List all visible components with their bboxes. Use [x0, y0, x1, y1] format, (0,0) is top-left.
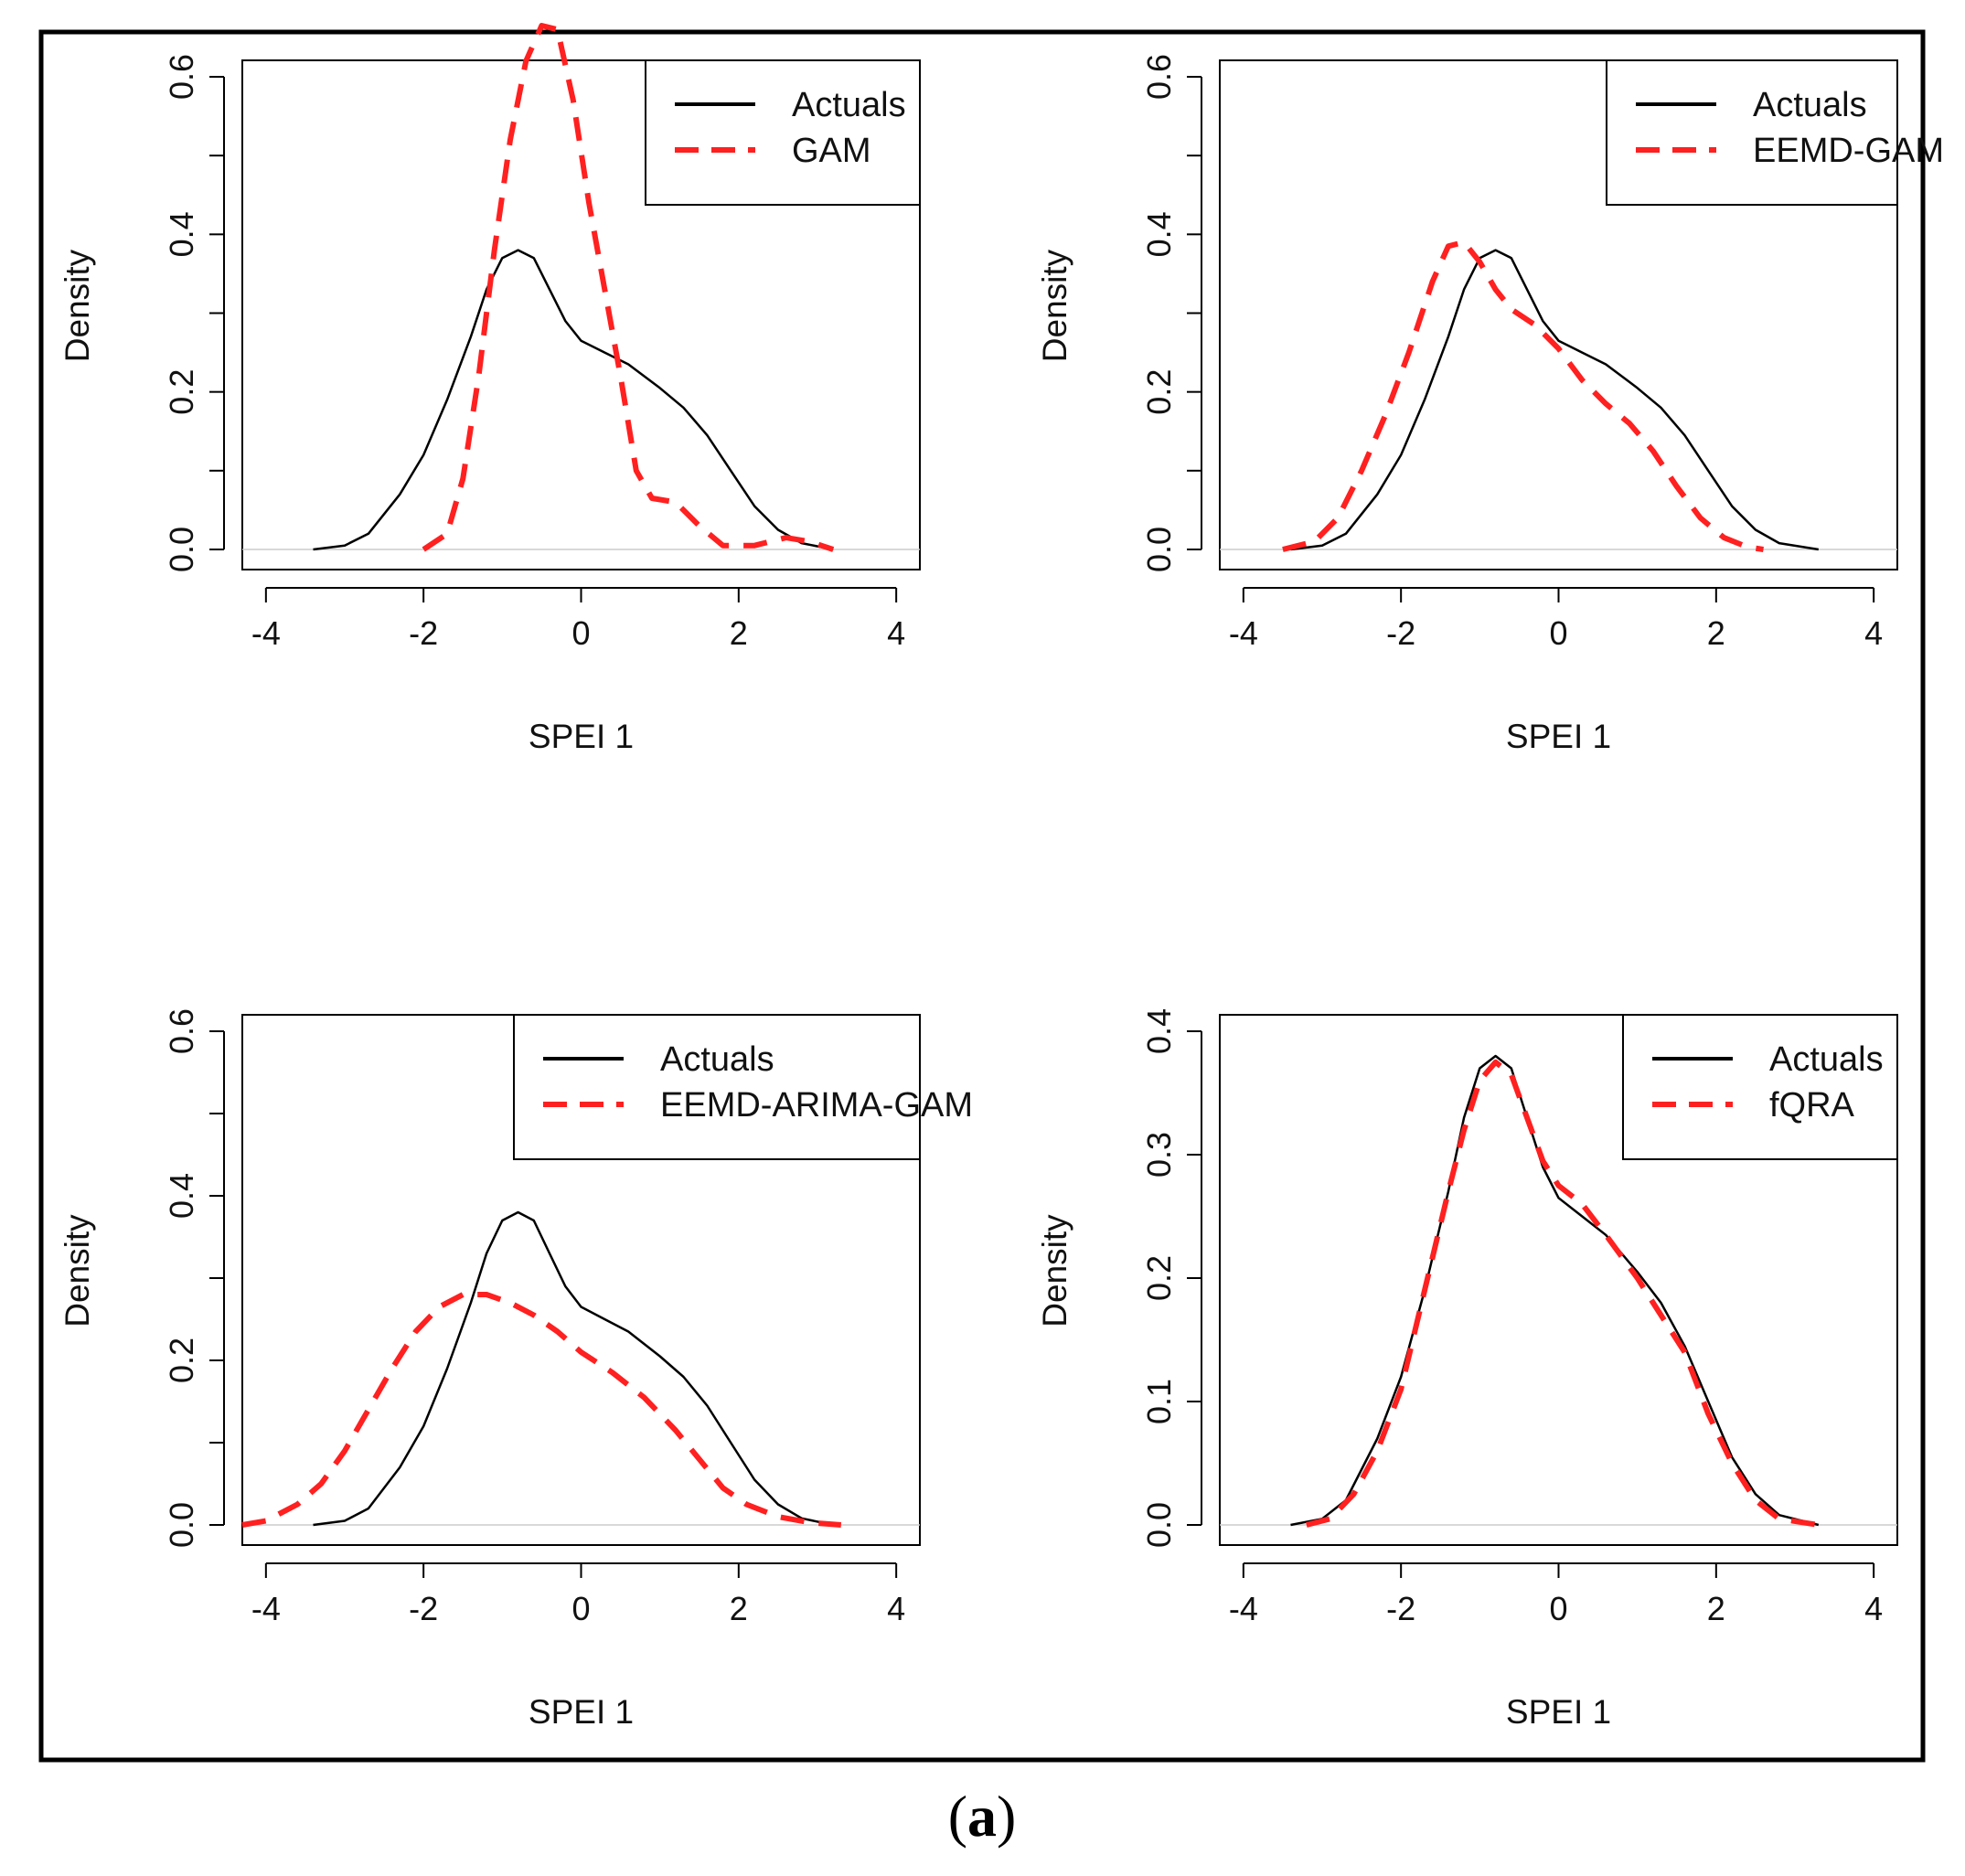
- y-tick-label: 0.2: [1140, 369, 1178, 415]
- plot-area: [1219, 59, 1898, 570]
- panel-4: -4 -2 0 2 4 SPEI 1 0.0 0.1 0.2 0.3 0.4 Density Actua…: [1036, 1008, 1898, 1731]
- legend-label: Actuals: [1769, 1040, 1884, 1079]
- y-tick-label: 0.2: [163, 369, 200, 415]
- x-tick-label: 4: [1864, 1590, 1883, 1627]
- y-tick-label: 0.0: [163, 1502, 200, 1548]
- figure-caption: (a): [948, 1784, 1017, 1849]
- x-tick-label: -2: [1386, 614, 1415, 652]
- y-tick-label: 0.1: [1140, 1379, 1178, 1424]
- series-line-actuals: [313, 1210, 834, 1527]
- x-tick-label: 2: [1707, 614, 1725, 652]
- legend-label: GAM: [792, 132, 871, 170]
- x-tick-label: -2: [409, 614, 438, 652]
- legend-label: fQRA: [1769, 1086, 1855, 1125]
- y-tick-label: 0.6: [1140, 54, 1178, 100]
- panels: -4 -2 0 2 4 SPEI 1 0.0 0.2 0.4 0.6 Density Actuals G…: [59, 23, 1944, 1731]
- x-tick-label: 2: [730, 614, 748, 652]
- y-tick-label: 0.3: [1140, 1132, 1178, 1178]
- legend-box: [1622, 1014, 1898, 1160]
- y-axis-title: Density: [59, 249, 96, 362]
- x-tick-label: -4: [251, 614, 281, 652]
- y-tick-label: 0.2: [163, 1338, 200, 1383]
- series-line-actuals: [313, 249, 834, 551]
- x-tick-label: -2: [409, 1590, 438, 1627]
- caption-letter: a: [967, 1784, 997, 1849]
- x-tick-label: -4: [1229, 1590, 1258, 1627]
- y-tick-label: 0.6: [163, 54, 200, 100]
- legend: Actuals EEMD-ARIMA-GAM: [513, 1014, 973, 1160]
- x-axis-title: SPEI 1: [1506, 1693, 1611, 1731]
- x-tick-label: -4: [1229, 614, 1258, 652]
- plot-area: [241, 59, 921, 570]
- y-tick-label: 0.0: [163, 527, 200, 572]
- y-axis-title: Density: [59, 1214, 96, 1327]
- x-tick-label: 0: [571, 1590, 590, 1627]
- x-tick-label: 4: [887, 1590, 905, 1627]
- y-axis-title: Density: [1036, 249, 1073, 362]
- legend-label: EEMD-GAM: [1753, 132, 1944, 170]
- legend-label: EEMD-ARIMA-GAM: [660, 1086, 973, 1125]
- figure-frame: [38, 29, 1926, 1763]
- series-line-fqra: [1306, 1059, 1820, 1528]
- caption-open: (: [948, 1784, 967, 1849]
- x-tick-label: 4: [887, 614, 905, 652]
- x-axis-title: SPEI 1: [529, 1693, 634, 1731]
- series-line-eemd-arima-gam: [241, 1292, 842, 1528]
- series-line-actuals: [1290, 1054, 1820, 1527]
- legend-box: [513, 1014, 921, 1160]
- legend-label: Actuals: [1753, 86, 1867, 124]
- y-tick-label: 0.0: [1140, 527, 1178, 572]
- legend: Actuals GAM: [645, 59, 921, 206]
- panel-2: -4 -2 0 2 4 SPEI 1 0.0 0.2 0.4 0.6 Density Actuals E…: [1036, 54, 1944, 755]
- x-tick-label: 0: [1549, 1590, 1567, 1627]
- series-line-eemd-gam: [1282, 239, 1764, 552]
- legend: Actuals fQRA: [1622, 1014, 1898, 1160]
- panel-1: -4 -2 0 2 4 SPEI 1 0.0 0.2 0.4 0.6 Density Actuals G…: [59, 23, 921, 755]
- y-tick-label: 0.4: [163, 211, 200, 257]
- y-tick-label: 0.4: [163, 1173, 200, 1219]
- legend-label: Actuals: [660, 1040, 774, 1079]
- x-axis-title: SPEI 1: [1506, 718, 1611, 755]
- legend-label: Actuals: [792, 86, 906, 124]
- y-tick-label: 0.4: [1140, 211, 1178, 257]
- series-line-gam: [422, 23, 835, 552]
- legend: Actuals EEMD-GAM: [1606, 59, 1944, 206]
- series-line-actuals: [1290, 249, 1819, 551]
- legend-box: [1606, 59, 1898, 206]
- x-tick-label: 0: [1549, 614, 1567, 652]
- x-tick-label: 2: [730, 1590, 748, 1627]
- y-tick-label: 0.2: [1140, 1255, 1178, 1301]
- x-tick-label: 2: [1707, 1590, 1725, 1627]
- plot-area: [1219, 1014, 1898, 1546]
- caption-close: ): [997, 1784, 1016, 1849]
- legend-box: [645, 59, 921, 206]
- x-tick-label: 0: [571, 614, 590, 652]
- x-tick-label: 4: [1864, 614, 1883, 652]
- x-tick-label: -2: [1386, 1590, 1415, 1627]
- y-tick-label: 0.6: [163, 1008, 200, 1054]
- x-axis-title: SPEI 1: [529, 718, 634, 755]
- y-tick-label: 0.4: [1140, 1008, 1178, 1054]
- panel-3: -4 -2 0 2 4 SPEI 1 0.0 0.2 0.4 0.6 Density Actuals E…: [59, 1008, 973, 1731]
- y-axis-title: Density: [1036, 1214, 1073, 1327]
- x-tick-label: -4: [251, 1590, 281, 1627]
- y-tick-label: 0.0: [1140, 1502, 1178, 1548]
